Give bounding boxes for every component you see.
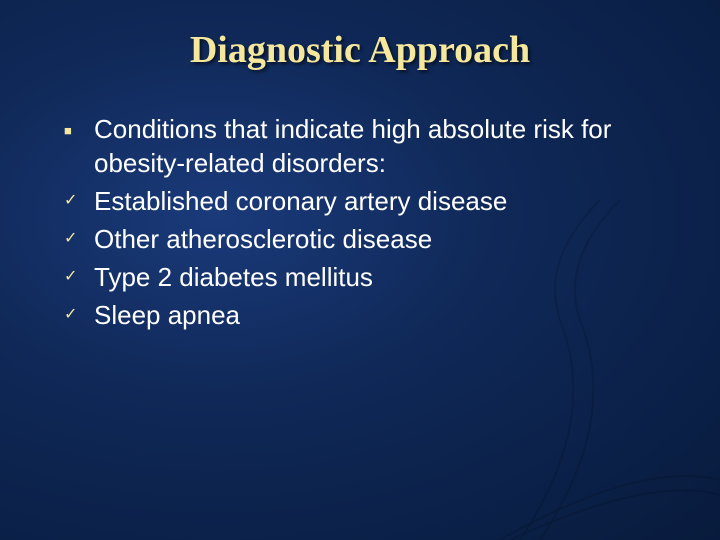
list-item-text: Other atherosclerotic disease xyxy=(94,222,432,256)
check-icon: ✓ xyxy=(60,184,94,218)
slide-body: ■ Conditions that indicate high absolute… xyxy=(0,72,720,332)
check-icon: ✓ xyxy=(60,298,94,332)
list-item: ✓ Other atherosclerotic disease xyxy=(60,222,670,256)
list-item: ■ Conditions that indicate high absolute… xyxy=(60,112,670,180)
list-item: ✓ Established coronary artery disease xyxy=(60,184,670,218)
list-item: ✓ Type 2 diabetes mellitus xyxy=(60,260,670,294)
check-icon: ✓ xyxy=(60,222,94,256)
list-item: ✓ Sleep apnea xyxy=(60,298,670,332)
list-item-text: Type 2 diabetes mellitus xyxy=(94,260,373,294)
list-item-text: Conditions that indicate high absolute r… xyxy=(94,112,670,180)
check-icon: ✓ xyxy=(60,260,94,294)
square-bullet-icon: ■ xyxy=(60,112,94,148)
list-item-text: Established coronary artery disease xyxy=(94,184,507,218)
list-item-text: Sleep apnea xyxy=(94,298,240,332)
slide-title: Diagnostic Approach xyxy=(0,0,720,72)
